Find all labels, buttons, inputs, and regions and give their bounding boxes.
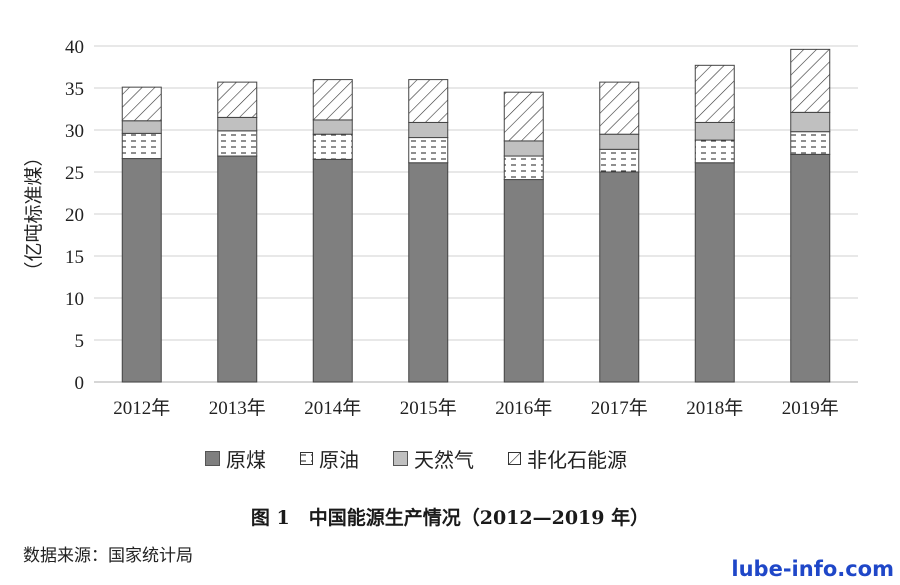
bar-segment [599,171,640,383]
bar-segment [503,179,544,383]
bar-segment [599,81,640,135]
bar-segment [503,91,544,142]
legend-label-nonfossil: 非化石能源 [527,448,627,472]
data-source: 数据来源：国家统计局 [23,546,193,566]
bar-segment [694,64,735,123]
bar-segment [599,148,640,173]
legend-swatch-gas [393,451,408,466]
x-tick-label: 2016年 [495,397,552,419]
y-tick-label: 10 [65,289,84,310]
bar-segment [217,116,258,132]
bar-segment [790,48,831,113]
y-tick-label: 30 [65,121,84,142]
bar-segment [408,137,449,164]
legend-swatch-oil [300,452,313,465]
legend-label-oil: 原油 [319,448,359,472]
bar-segment [121,120,162,134]
y-tick-labels: 0 5 10 15 20 25 30 35 40 [65,37,84,394]
bar-segment [694,139,735,164]
y-tick-label: 25 [65,163,84,184]
y-tick-label: 5 [75,331,85,352]
bar-segment [790,111,831,133]
bar-segment [217,155,258,383]
x-tick-label: 2015年 [400,397,457,419]
legend-swatch-nonfossil [508,452,521,465]
legend-item-gas: 天然气 [393,444,474,473]
x-tick-labels: 2012年 2013年 2014年 2015年 2016年 2017年 2018年 2019年 [113,397,839,419]
bar-segment [694,162,735,383]
bar-segment [790,153,831,383]
x-tick-label: 2017年 [591,397,648,419]
bar-segment [408,121,449,139]
y-tick-label: 35 [65,79,84,100]
bar-segment [121,132,162,160]
bar-segment [599,133,640,150]
x-tick-label: 2018年 [686,397,743,419]
legend-swatch-coal [205,451,220,466]
bar-segment [503,155,544,181]
x-tick-label: 2013年 [209,397,266,419]
bar-segment [312,79,353,121]
x-tick-label: 2014年 [304,397,361,419]
x-tick-label: 2012年 [113,397,170,419]
y-tick-label: 15 [65,247,84,268]
bar-segment [408,79,449,123]
bar-segment [121,86,162,122]
y-tick-label: 40 [65,37,84,58]
x-tick-label: 2019年 [782,397,839,419]
legend-item-oil: 原油 [300,444,359,473]
legend-label-coal: 原煤 [226,448,266,472]
figure-caption: 图 1 中国能源生产情况（2012—2019 年） [250,507,650,529]
legend: 原煤 原油 天然气 非化石能源 [205,444,627,473]
y-tick-label: 20 [65,205,84,226]
bar-segment [503,140,544,157]
y-axis-label: （亿吨标准煤） [23,147,45,280]
bar-segment [217,81,258,118]
bar-segment [217,130,258,157]
legend-item-coal: 原煤 [205,444,266,473]
watermark: lube-info.com [731,557,894,581]
bar-segment [312,133,353,160]
bar-segment [408,162,449,383]
gridlines [94,45,858,383]
y-tick-label: 0 [75,373,85,394]
bar-segment [312,158,353,383]
legend-item-nonfossil: 非化石能源 [508,444,627,473]
bar-segment [790,131,831,155]
bar-segment [312,119,353,135]
bar-segment [121,158,162,383]
legend-label-gas: 天然气 [414,448,474,472]
bars [121,48,831,383]
bar-segment [694,121,735,141]
